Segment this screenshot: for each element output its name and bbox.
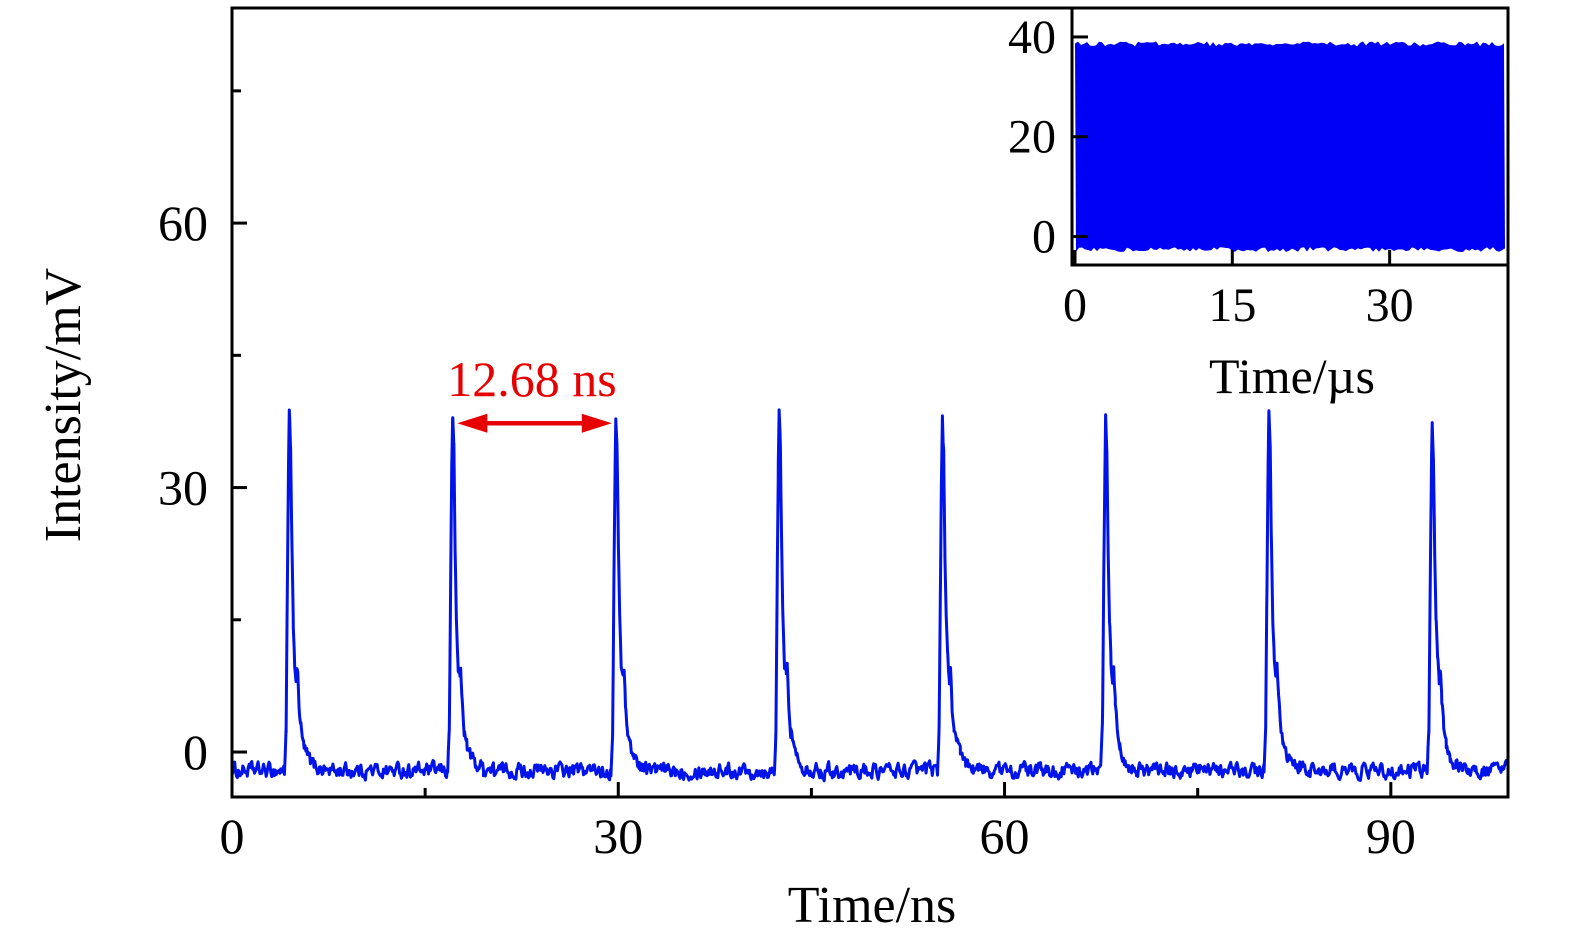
- pulse-train-trace: [230, 408, 1509, 783]
- x-tick-label: 0: [220, 808, 245, 864]
- inset-envelope-fill: [1075, 41, 1505, 252]
- main-axis-ticks: [230, 89, 1393, 796]
- main-xaxis-label: Time/ns: [788, 877, 957, 934]
- y-tick-label: 0: [183, 724, 208, 780]
- x-tick-label: 60: [980, 808, 1030, 864]
- arrowhead-left: [457, 413, 488, 433]
- inset-axis-ticks: [1073, 35, 1392, 264]
- inset-y-tick-label: 0: [1032, 211, 1056, 264]
- inset-xaxis-label: Time/µs: [1209, 348, 1375, 404]
- inset-plot: 0 20 40 0 15 30 Time/µs: [1008, 6, 1510, 404]
- y-tick-label: 30: [158, 460, 208, 516]
- x-tick-label: 90: [1366, 808, 1416, 864]
- inset-y-tick-label: 40: [1008, 11, 1056, 64]
- period-annotation: 12.68 ns: [447, 351, 617, 433]
- inset-x-tick-label: 30: [1366, 279, 1414, 332]
- y-tick-label: 60: [158, 195, 208, 251]
- period-annotation-text: 12.68 ns: [447, 351, 616, 407]
- inset-envelope-band: [1075, 41, 1505, 252]
- main-yaxis-label: Intensity/mV: [35, 268, 92, 542]
- inset-x-tick-label: 15: [1208, 279, 1256, 332]
- main-plot-frame: [230, 6, 1510, 799]
- inset-x-tick-label: 0: [1063, 279, 1087, 332]
- pulse-train-line: [230, 408, 1509, 783]
- arrowhead-right: [581, 413, 612, 433]
- inset-tick-labels: 0 20 40 0 15 30: [1008, 11, 1414, 332]
- main-tick-labels: 0 30 60 90 0 30 60: [158, 195, 1416, 864]
- inset-y-tick-label: 20: [1008, 111, 1056, 164]
- x-tick-label: 30: [593, 808, 643, 864]
- period-double-arrow: [457, 413, 612, 433]
- main-plot: 0 30 60 90 0 30 60 Time/ns Intensity/mV 12.68 …: [35, 6, 1510, 934]
